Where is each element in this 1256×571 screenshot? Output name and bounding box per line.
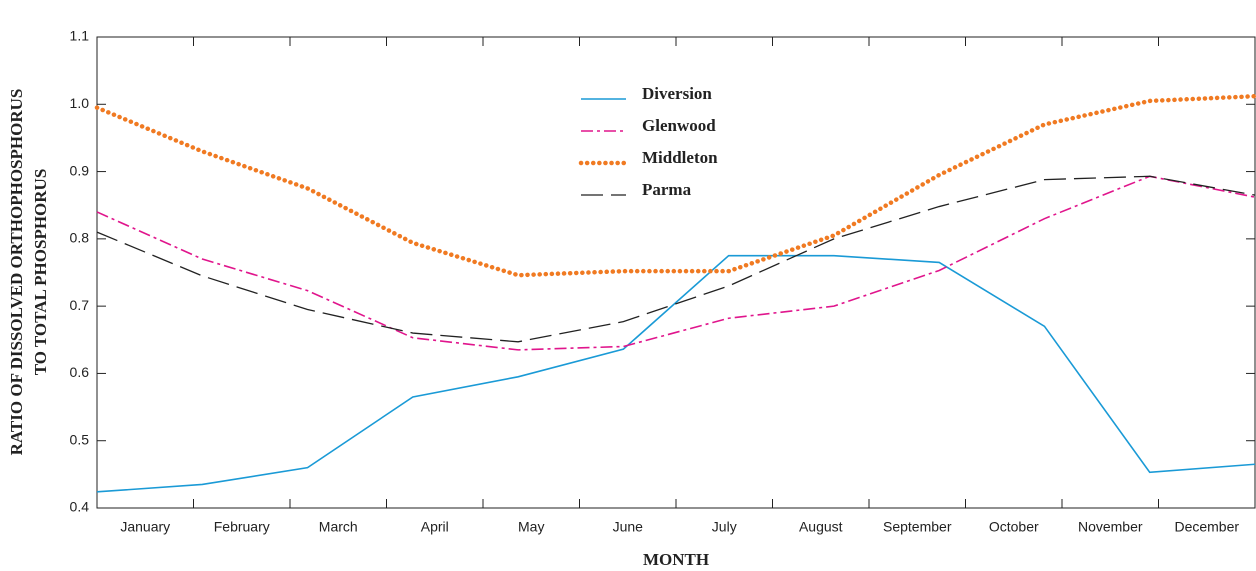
x-tick-label: August	[799, 519, 843, 535]
x-tick-label: January	[120, 519, 170, 535]
y-tick-label: 0.9	[70, 162, 90, 178]
x-tick-label: February	[214, 519, 270, 535]
plot-frame	[96, 36, 1256, 509]
y-tick-label: 0.7	[70, 297, 90, 313]
x-tick-label: June	[613, 519, 644, 535]
series-line	[94, 93, 1256, 278]
y-axis-label: RATIO OF DISSOLVED ORTHOPHOSPHORUS	[7, 89, 26, 456]
y-tick-label: 1.1	[70, 28, 90, 44]
x-tick-label: November	[1078, 519, 1143, 535]
x-tick-label: March	[319, 519, 358, 535]
legend-label: Glenwood	[642, 116, 716, 135]
legend-label: Parma	[642, 180, 692, 199]
y-tick-label: 0.4	[70, 499, 90, 515]
y-tick-label: 0.6	[70, 364, 90, 380]
series-line	[96, 175, 1256, 351]
x-axis-label: MONTH	[643, 550, 709, 569]
x-tick-label: July	[712, 519, 737, 535]
y-tick-label: 0.5	[70, 431, 90, 447]
legend-label: Diversion	[642, 84, 712, 103]
x-tick-label: April	[421, 519, 449, 535]
x-tick-label: October	[989, 519, 1039, 535]
x-tick-label: September	[883, 519, 952, 535]
y-tick-label: 0.8	[70, 230, 90, 246]
legend-label: Middleton	[642, 148, 718, 167]
x-tick-label: December	[1174, 519, 1239, 535]
series-line	[96, 254, 1256, 493]
x-tick-label: May	[518, 519, 544, 535]
y-tick-label: 1.0	[70, 95, 90, 111]
series-line	[96, 175, 1256, 343]
y-axis-label: TO TOTAL PHOSPHORUS	[31, 169, 50, 376]
